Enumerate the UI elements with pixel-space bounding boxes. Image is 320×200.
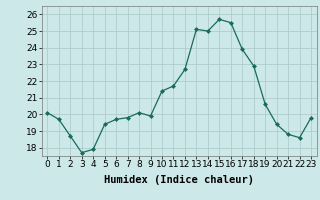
- X-axis label: Humidex (Indice chaleur): Humidex (Indice chaleur): [104, 175, 254, 185]
